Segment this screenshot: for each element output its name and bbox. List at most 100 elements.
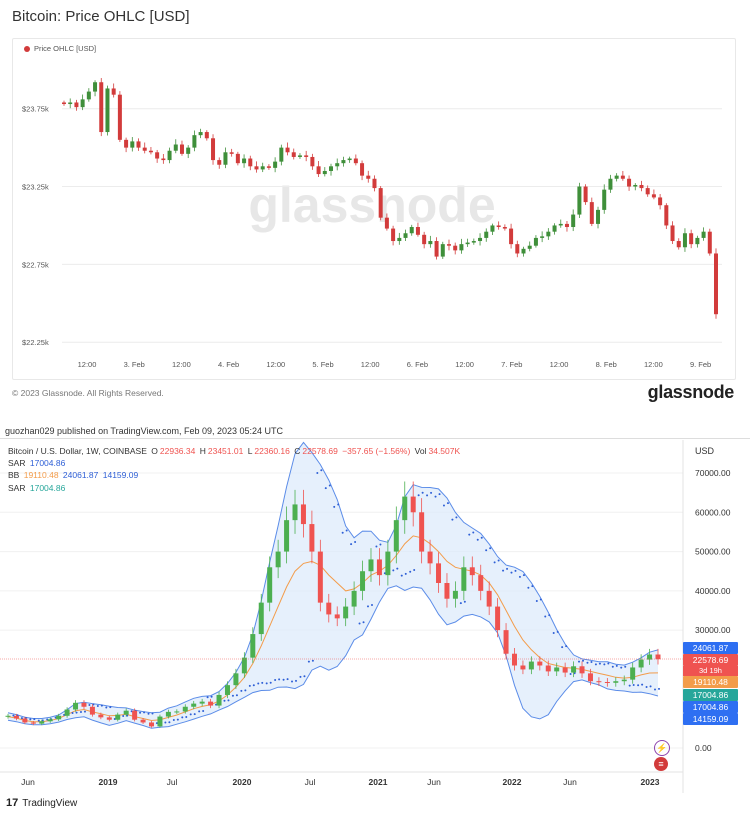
tv-candle-body bbox=[165, 711, 171, 717]
sar-dot bbox=[147, 712, 150, 715]
tv-candle-body bbox=[258, 602, 264, 635]
sar-dot bbox=[231, 694, 234, 697]
us-flag-icon[interactable]: ≡ bbox=[654, 757, 668, 771]
sar-dot bbox=[628, 684, 631, 687]
candle-body bbox=[291, 152, 296, 157]
tv-candle-body bbox=[309, 524, 315, 552]
tv-candle-body bbox=[334, 614, 340, 619]
tv-candle-body bbox=[376, 559, 382, 576]
sar-dot bbox=[430, 491, 433, 494]
sar-dot bbox=[582, 659, 585, 662]
tv-y-tick-label: 50000.00 bbox=[695, 547, 731, 557]
tv-candle-body bbox=[199, 701, 205, 704]
candle-body bbox=[254, 166, 259, 170]
sar-dot bbox=[143, 711, 146, 714]
sar-dot bbox=[126, 714, 129, 717]
x-tick-label: 12:00 bbox=[455, 360, 474, 369]
candle-body bbox=[148, 150, 153, 153]
tv-candle-body bbox=[587, 673, 593, 682]
candle-body bbox=[130, 141, 135, 148]
tv-candle-body bbox=[106, 717, 112, 720]
glassnode-chart-card bbox=[12, 38, 736, 380]
candle-body bbox=[353, 158, 358, 164]
sar-dot bbox=[434, 495, 437, 498]
sar-dot bbox=[417, 494, 420, 497]
publisher-line: guozhan029 published on TradingView.com,… bbox=[5, 426, 284, 436]
bb-basis-tag: 19110.48 bbox=[683, 676, 738, 688]
tv-candle-body bbox=[630, 667, 636, 680]
tv-candle-body bbox=[452, 590, 458, 599]
tv-candle-body bbox=[461, 567, 467, 591]
sar-dot bbox=[269, 681, 272, 684]
sar-dot bbox=[426, 494, 429, 497]
open-label: O bbox=[151, 446, 158, 456]
candle-body bbox=[676, 241, 681, 248]
tv-candle-body bbox=[368, 559, 374, 572]
glassnode-legend[interactable]: Price OHLC [USD] bbox=[24, 44, 96, 53]
candle-body bbox=[540, 236, 545, 238]
candle-body bbox=[68, 102, 73, 105]
tv-candle-body bbox=[250, 634, 256, 658]
sar-dot bbox=[658, 687, 660, 690]
sar1-label: SAR bbox=[8, 458, 26, 469]
sar-dot bbox=[404, 572, 407, 575]
candle-body bbox=[546, 231, 551, 237]
sar-dot bbox=[522, 574, 525, 577]
sar-dot bbox=[185, 716, 188, 719]
sar-dot bbox=[611, 665, 614, 668]
candle-body bbox=[279, 147, 284, 162]
candle-body bbox=[217, 160, 222, 165]
candle-body bbox=[614, 175, 619, 179]
sar-dot bbox=[189, 713, 192, 716]
tv-candle-body bbox=[393, 520, 399, 552]
candle-body bbox=[384, 217, 389, 229]
candle-body bbox=[608, 178, 613, 190]
tv-candle-body bbox=[292, 504, 298, 521]
bb-legend[interactable]: BB 19110.48 24061.87 14159.09 bbox=[8, 469, 462, 481]
candle-body bbox=[378, 188, 383, 218]
candle-body bbox=[552, 225, 557, 232]
sar-dot bbox=[354, 541, 357, 544]
sar-dot bbox=[556, 630, 559, 633]
sar-dot bbox=[37, 719, 40, 722]
sar-dot bbox=[413, 568, 416, 571]
sar-dot bbox=[527, 586, 530, 589]
sar-dot bbox=[620, 666, 623, 669]
sar-dot bbox=[33, 718, 36, 721]
tv-candle-body bbox=[638, 659, 644, 668]
candle-body bbox=[229, 152, 234, 154]
sar-legend-1[interactable]: SAR 17004.86 bbox=[8, 457, 462, 469]
candle-body bbox=[192, 135, 197, 148]
close-label: C bbox=[294, 446, 301, 456]
sar-dot bbox=[79, 710, 82, 713]
sar-dot bbox=[451, 518, 454, 521]
candle-body bbox=[198, 132, 203, 136]
candle-body bbox=[620, 175, 625, 179]
low-value: 22360.16 bbox=[254, 446, 290, 456]
sar-dot bbox=[539, 598, 542, 601]
tv-candle-body bbox=[89, 706, 95, 715]
lightning-icon[interactable]: ⚡ bbox=[654, 740, 670, 756]
sar-dot bbox=[637, 684, 640, 687]
tradingview-logo-text: TradingView bbox=[22, 797, 78, 809]
sar-dot bbox=[291, 680, 294, 683]
candle-body bbox=[273, 161, 278, 168]
tradingview-logo: 17 TradingView bbox=[6, 797, 77, 809]
tv-candle-body bbox=[132, 710, 138, 720]
tv-candle-body bbox=[579, 666, 585, 674]
candle-body bbox=[583, 186, 588, 203]
y-tick-label: $23.75k bbox=[22, 105, 49, 114]
x-axis-ticks: 12:00 3. Feb 12:00 4. Feb 12:00 5. Feb 12:00 6.… bbox=[78, 360, 712, 369]
glassnode-ohlc-chart[interactable]: glassnode $23.75k$23.25k$22.75k$22.25k 1… bbox=[0, 0, 750, 380]
candle-body bbox=[99, 82, 104, 133]
candle-body bbox=[564, 223, 569, 228]
sar-dot bbox=[497, 559, 500, 562]
sar-dot bbox=[168, 721, 171, 724]
sar-legend-2[interactable]: SAR 17004.86 bbox=[8, 482, 462, 494]
symbol-title[interactable]: Bitcoin / U.S. Dollar, 1W, COINBASE bbox=[8, 446, 147, 456]
sar-dot bbox=[248, 684, 251, 687]
tv-candle-body bbox=[655, 654, 661, 660]
tv-y-tick-label: 60000.00 bbox=[695, 507, 731, 517]
sar-dot bbox=[654, 688, 656, 691]
